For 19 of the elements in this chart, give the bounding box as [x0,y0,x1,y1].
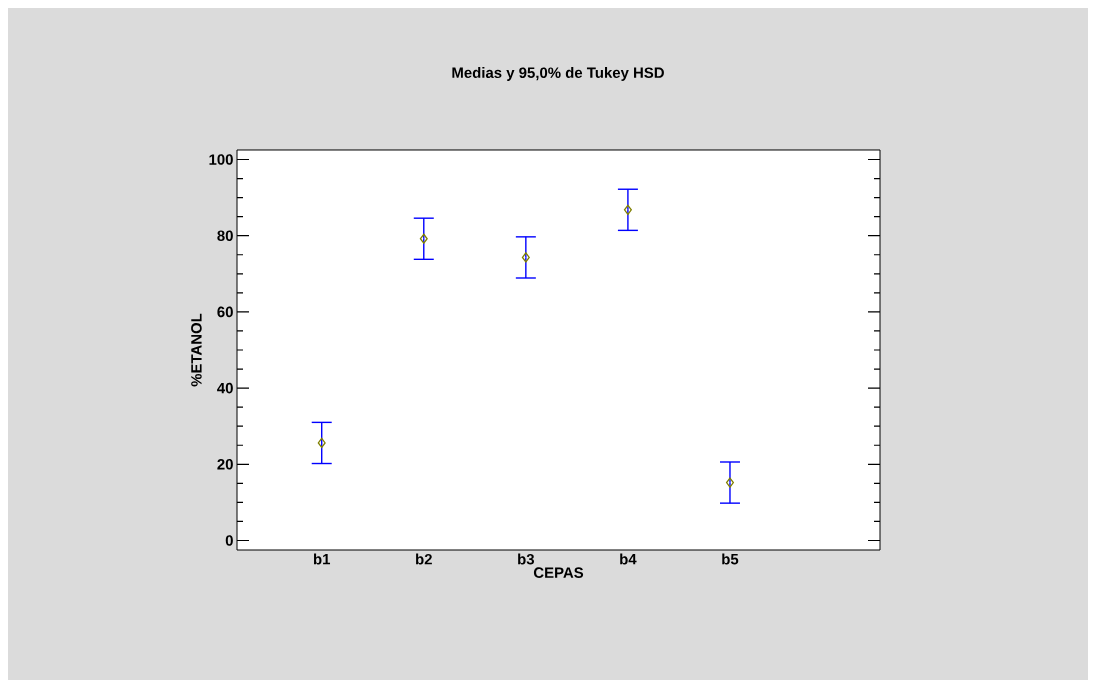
x-tick-label: b5 [722,553,739,565]
y-tick-label: 0 [225,535,233,546]
x-axis-title: CEPAS [533,567,584,578]
x-tick-label: b2 [416,553,432,565]
point [725,477,734,488]
x-tick-label: b4 [620,553,637,565]
x-tick-label: b3 [518,553,535,565]
point [419,233,428,244]
point [623,204,632,215]
y-tick-label: 100 [209,154,233,165]
point [521,252,530,263]
point [317,437,326,449]
y-tick-label: 40 [217,382,233,394]
y-tick-label: 80 [217,230,233,241]
chart-title: Medias y 95,0% de Tukey HSD [452,67,664,81]
y-tick-label: 20 [217,458,233,470]
y-tick-label: 60 [217,306,233,318]
x-tick-label: b1 [313,553,331,565]
y-axis-title: %ETANOL [191,313,202,387]
